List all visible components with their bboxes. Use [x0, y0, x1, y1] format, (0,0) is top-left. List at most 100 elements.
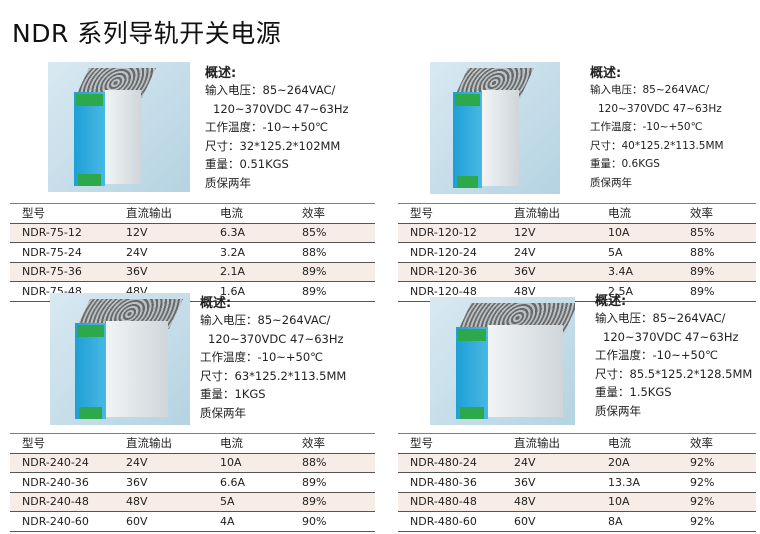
table-cell: NDR-75-12	[10, 223, 114, 243]
specs-heading: 概述:	[590, 66, 622, 81]
psu-front-panel	[75, 323, 106, 419]
psu-side-panel	[105, 90, 141, 184]
spec-line: 尺寸：32*125.2*102MM	[205, 138, 341, 153]
spec-table: 型号 直流输出 电流 效率 NDR-480-24 24V 20A 92% NDR-480-36 3…	[398, 433, 756, 532]
column-header: 效率	[290, 203, 375, 224]
spec-line: 质保两年	[590, 176, 632, 189]
table-row: NDR-240-24 24V 10A 88%	[10, 453, 375, 473]
table-cell: 36V	[114, 472, 208, 493]
table-cell: 24V	[114, 453, 208, 473]
terminal-block-icon	[77, 325, 104, 337]
table-row: NDR-240-48 48V 5A 89%	[10, 492, 375, 512]
table-cell: 2.5A	[596, 281, 678, 302]
table-cell: 5A	[208, 492, 290, 512]
spec-line: 重量：0.6KGS	[590, 158, 660, 170]
table-cell: 36V	[114, 262, 208, 282]
specs-heading: 概述:	[200, 296, 232, 311]
table-cell: NDR-480-60	[398, 511, 502, 532]
psu-front-panel	[453, 92, 482, 188]
table-cell: NDR-75-24	[10, 242, 114, 263]
product-photo	[430, 62, 560, 194]
spec-line: 120~370VDC 47~63Hz	[598, 102, 722, 115]
table-row: NDR-480-24 24V 20A 92%	[398, 453, 756, 473]
spec-line: 重量：0.51KGS	[205, 157, 289, 171]
table-cell: 3.4A	[596, 262, 678, 282]
spec-line: 输入电压：85~264VAC/	[205, 83, 336, 97]
column-header: 直流输出	[114, 433, 208, 454]
table-cell: 89%	[290, 281, 375, 302]
table-cell: 92%	[678, 492, 756, 512]
column-header: 电流	[596, 433, 678, 454]
column-header: 型号	[398, 203, 502, 224]
page-title: NDR 系列导轨开关电源	[12, 19, 282, 48]
table-cell: 4A	[208, 511, 290, 532]
psu-front-panel	[74, 92, 105, 186]
table-cell: 92%	[678, 472, 756, 493]
spec-line: 120~370VDC 47~63Hz	[603, 329, 739, 344]
table-cell: 12V	[114, 223, 208, 243]
spec-line: 尺寸：85.5*125.2*128.5MM	[595, 366, 753, 381]
table-cell: 89%	[290, 262, 375, 282]
table-header-row: 型号 直流输出 电流 效率	[10, 433, 375, 454]
table-cell: 88%	[290, 242, 375, 263]
table-cell: NDR-480-36	[398, 472, 502, 493]
column-header: 型号	[10, 203, 114, 224]
specs-block: 概述: 输入电压：85~264VAC/120~370VDC 47~63Hz 工作温度…	[595, 290, 752, 420]
table-cell: 92%	[678, 453, 756, 473]
column-header: 效率	[290, 433, 375, 454]
table-cell: 3.2A	[208, 242, 290, 263]
table-cell: 10A	[596, 492, 678, 512]
terminal-block-icon	[455, 94, 480, 106]
specs-block: 概述: 输入电压：85~264VAC/120~370VDC 47~63Hz 工作温度…	[205, 62, 349, 192]
table-cell: NDR-240-48	[10, 492, 114, 512]
specs-heading: 概述:	[595, 294, 627, 309]
table-cell: 89%	[678, 281, 756, 302]
terminal-block-icon	[458, 329, 486, 341]
table-cell: 88%	[290, 453, 375, 473]
table-header-row: 型号 直流输出 电流 效率	[10, 203, 375, 224]
psu-side-panel	[488, 325, 563, 417]
table-cell: 1.6A	[208, 281, 290, 302]
table-cell: 48V	[502, 492, 596, 512]
column-header: 直流输出	[502, 203, 596, 224]
spec-table: 型号 直流输出 电流 效率 NDR-120-12 12V 10A 85% NDR-120-24 2…	[398, 203, 756, 302]
table-cell: 60V	[114, 511, 208, 532]
table-cell: 6.6A	[208, 472, 290, 493]
spec-line: 质保两年	[595, 403, 641, 418]
table-cell: NDR-480-48	[398, 492, 502, 512]
column-header: 直流输出	[502, 433, 596, 454]
table-cell: 60V	[502, 511, 596, 532]
terminal-block-icon	[460, 407, 484, 419]
spec-line: 输入电压：85~264VAC/	[200, 313, 331, 327]
table-row: NDR-480-48 48V 10A 92%	[398, 492, 756, 512]
terminal-block-icon	[457, 176, 478, 188]
table-cell: NDR-480-24	[398, 453, 502, 473]
column-header: 电流	[208, 433, 290, 454]
spec-line: 重量：1KGS	[200, 387, 266, 401]
table-cell: 8A	[596, 511, 678, 532]
spec-line: 输入电压：85~264VAC/	[595, 311, 726, 325]
table-cell: 85%	[290, 223, 375, 243]
column-header: 效率	[678, 203, 756, 224]
spec-line: 输入电压：85~264VAC/	[590, 84, 710, 96]
spec-line: 尺寸：63*125.2*113.5MM	[200, 368, 347, 383]
table-cell: 36V	[502, 472, 596, 493]
table-cell: 6.3A	[208, 223, 290, 243]
table-cell: NDR-240-60	[10, 511, 114, 532]
table-cell: 89%	[678, 262, 756, 282]
psu-side-panel	[482, 90, 519, 186]
table-cell: NDR-240-36	[10, 472, 114, 493]
table-row: NDR-240-60 60V 4A 90%	[10, 511, 375, 532]
specs-block: 概述: 输入电压：85~264VAC/120~370VDC 47~63Hz 工作温度…	[200, 292, 346, 422]
spec-line: 工作温度：-10~+50℃	[595, 348, 719, 362]
spec-line: 工作温度：-10~+50℃	[590, 121, 703, 133]
product-photo	[50, 293, 190, 425]
table-cell: 24V	[114, 242, 208, 263]
table-cell: 2.1A	[208, 262, 290, 282]
column-header: 型号	[398, 433, 502, 454]
spec-line: 质保两年	[200, 405, 246, 420]
table-cell: 48V	[114, 492, 208, 512]
spec-line: 质保两年	[205, 175, 251, 190]
spec-table: 型号 直流输出 电流 效率 NDR-75-12 12V 6.3A 85% NDR-75-24 24…	[10, 203, 375, 302]
table-header-row: 型号 直流输出 电流 效率	[398, 203, 756, 224]
